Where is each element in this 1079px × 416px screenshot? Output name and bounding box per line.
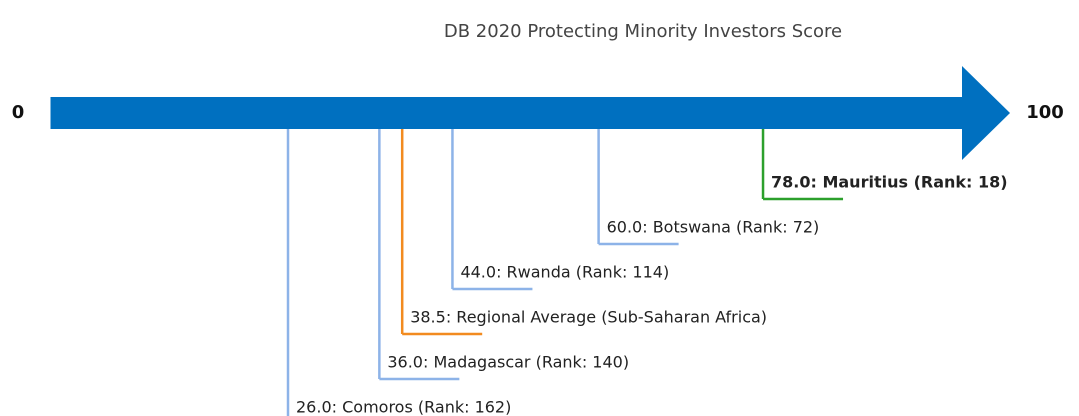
marker-label: 60.0: Botswana (Rank: 72) (607, 218, 820, 237)
chart-title: DB 2020 Protecting Minority Investors Sc… (444, 21, 842, 42)
marker-label: 44.0: Rwanda (Rank: 114) (460, 263, 669, 282)
axis-bar (50, 97, 962, 129)
marker-label: 78.0: Mauritius (Rank: 18) (771, 173, 1008, 192)
marker-label: 36.0: Madagascar (Rank: 140) (387, 353, 629, 372)
axis-arrowhead (962, 66, 1010, 160)
marker-label: 26.0: Comoros (Rank: 162) (296, 398, 511, 416)
marker-label: 38.5: Regional Average (Sub-Saharan Afri… (410, 308, 767, 327)
x-tick-label: 0 (12, 102, 25, 123)
x-tick-label: 100 (1026, 102, 1064, 123)
